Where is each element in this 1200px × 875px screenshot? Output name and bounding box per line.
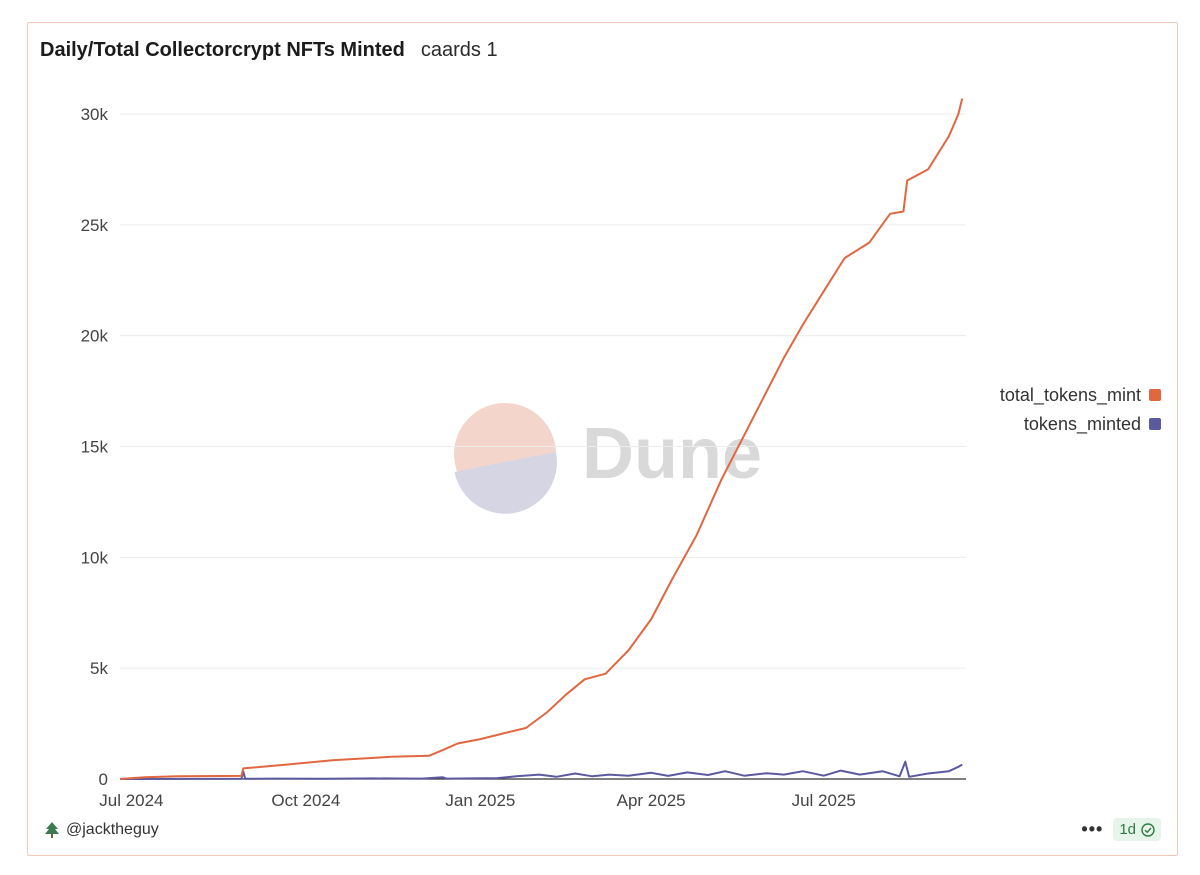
grid-lines bbox=[120, 113, 966, 669]
legend-swatch bbox=[1149, 418, 1161, 430]
series-line-total-tokens-mint bbox=[119, 98, 964, 780]
author-name[interactable]: @jacktheguy bbox=[66, 821, 159, 838]
refresh-interval: 1d bbox=[1119, 821, 1136, 838]
y-tick-label: 25k bbox=[81, 216, 109, 235]
y-axis: 0 5k 10k 15k 20k 25k 30k bbox=[81, 105, 109, 789]
watermark-text: Dune bbox=[582, 414, 762, 494]
chart-title: Daily/Total Collectorcrypt NFTs Minted bbox=[40, 39, 405, 61]
chart-card: Daily/Total Collectorcrypt NFTs Minted c… bbox=[27, 22, 1178, 856]
tree-icon bbox=[45, 822, 59, 838]
x-tick-label: Jan 2025 bbox=[445, 791, 515, 810]
more-options-button[interactable]: ••• bbox=[1081, 819, 1104, 839]
x-tick-label: Jul 2024 bbox=[99, 791, 163, 810]
y-tick-label: 15k bbox=[81, 438, 109, 457]
x-tick-label: Jul 2025 bbox=[792, 791, 856, 810]
chart-header: Daily/Total Collectorcrypt NFTs Minted c… bbox=[40, 39, 498, 62]
refresh-badge[interactable]: 1d bbox=[1113, 818, 1161, 841]
dune-watermark: Dune bbox=[454, 403, 762, 514]
series-line-tokens-minted bbox=[119, 760, 963, 780]
legend-label: tokens_minted bbox=[1024, 414, 1141, 435]
y-tick-label: 30k bbox=[81, 105, 109, 124]
y-tick-label: 5k bbox=[90, 659, 108, 678]
author-attribution[interactable]: @jacktheguy bbox=[44, 821, 159, 839]
y-tick-label: 20k bbox=[81, 327, 109, 346]
series-lines bbox=[119, 98, 964, 780]
legend-swatch bbox=[1149, 389, 1161, 401]
y-tick-label: 10k bbox=[81, 548, 109, 567]
x-tick-label: Oct 2024 bbox=[271, 791, 340, 810]
chart-subtitle: caards 1 bbox=[420, 39, 498, 61]
y-tick-label: 0 bbox=[99, 770, 108, 789]
legend-label: total_tokens_mint bbox=[1000, 385, 1141, 406]
legend: total_tokens_mint tokens_minted bbox=[1000, 385, 1161, 435]
x-tick-label: Apr 2025 bbox=[617, 791, 686, 810]
chart-actions: ••• 1d bbox=[1081, 818, 1161, 841]
check-circle-icon bbox=[1141, 822, 1155, 837]
x-axis: Jul 2024 Oct 2024 Jan 2025 Apr 2025 Jul 2025 bbox=[99, 778, 966, 810]
